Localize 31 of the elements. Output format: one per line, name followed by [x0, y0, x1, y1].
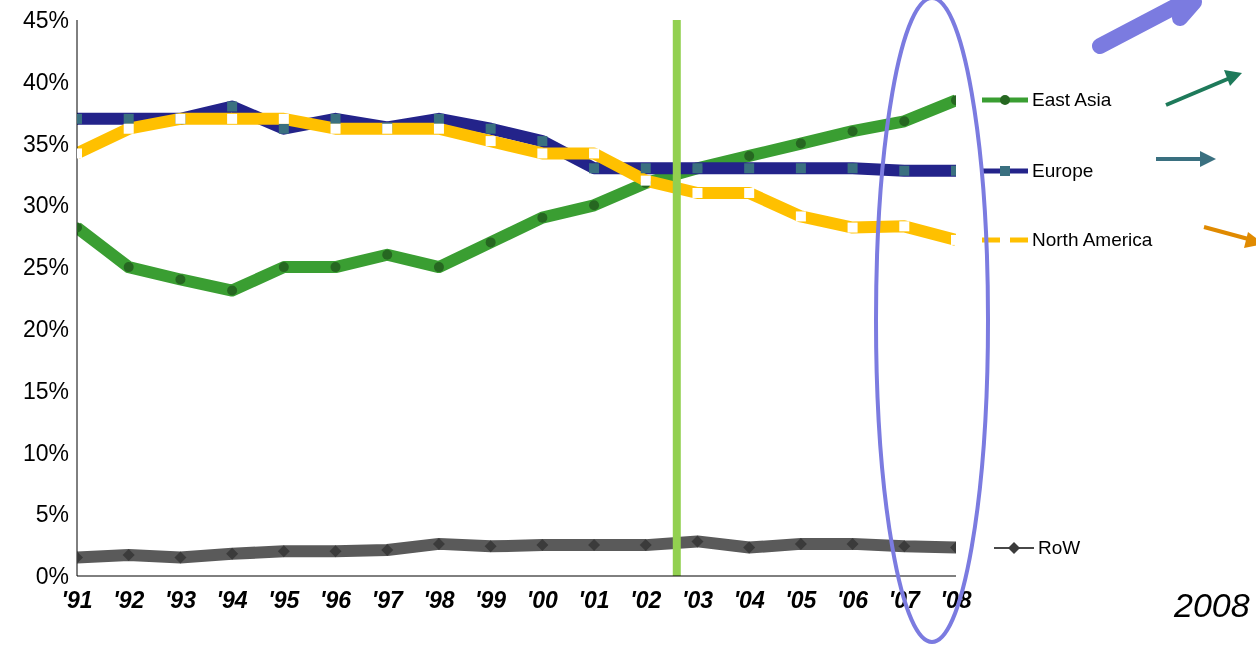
legend-label: North America — [1032, 228, 1153, 251]
x-tick-label: '99 — [475, 587, 507, 614]
x-tick-label: '93 — [164, 587, 197, 614]
y-tick-label: 30% — [22, 192, 69, 219]
y-tick-label: 20% — [22, 316, 69, 343]
y-tick-label: 0% — [35, 563, 69, 590]
x-tick-label: '01 — [578, 587, 610, 614]
x-tick-label: '91 — [61, 587, 93, 614]
y-tick-label: 5% — [35, 501, 69, 528]
y-tick-label: 25% — [22, 254, 69, 281]
legend-label: RoW — [1038, 536, 1081, 559]
y-tick-label: 10% — [22, 439, 69, 466]
x-tick-label: '04 — [733, 587, 765, 614]
x-tick-label: '03 — [681, 587, 714, 614]
x-tick-label: '97 — [371, 587, 404, 614]
x-tick-label: '06 — [837, 587, 869, 614]
x-tick-label: '96 — [320, 587, 352, 614]
x-tick-label: '98 — [423, 587, 455, 614]
legend-label: Europe — [1032, 159, 1094, 182]
x-tick-label: '02 — [630, 587, 662, 614]
x-tick-label: '00 — [526, 587, 559, 614]
text: 2008 — [1174, 586, 1250, 625]
x-tick-label: '94 — [216, 587, 248, 614]
y-tick-label: 45% — [22, 7, 69, 34]
x-tick-label: '92 — [113, 587, 145, 614]
y-tick-label: 35% — [22, 130, 69, 157]
x-tick-label: '05 — [785, 587, 818, 614]
y-tick-label: 40% — [22, 68, 69, 95]
legend-label: East Asia — [1032, 89, 1112, 112]
y-tick-label: 15% — [22, 377, 69, 404]
x-tick-label: '95 — [268, 587, 301, 614]
